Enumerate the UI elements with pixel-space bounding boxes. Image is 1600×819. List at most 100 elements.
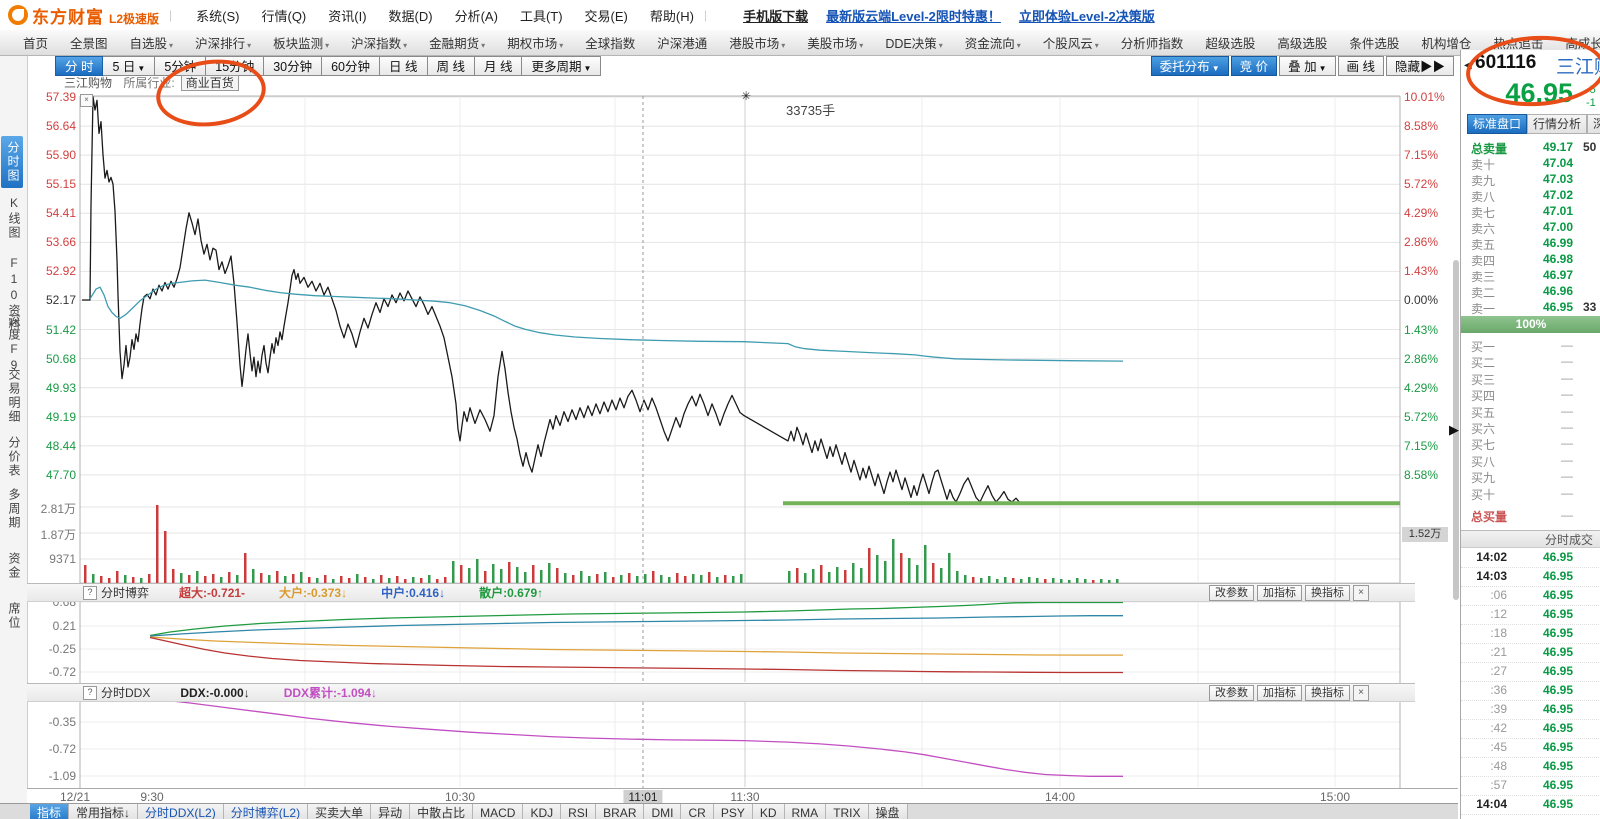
menu-item[interactable]: 系统(S)	[196, 8, 240, 24]
nav-item-资金流向[interactable]: 资金流向 ▾	[964, 37, 1021, 51]
eastmoney-logo: 东方财富 L2极速版	[8, 3, 159, 28]
nav-item-个股风云[interactable]: 个股风云 ▾	[1042, 37, 1099, 51]
panel-collapse-icon[interactable]: ▶	[1449, 422, 1459, 437]
nav-item-高级选股[interactable]: 高级选股	[1277, 37, 1328, 51]
nav-item-沪深港通[interactable]: 沪深港通	[657, 37, 708, 51]
pane-button-换指标[interactable]: 换指标	[1305, 584, 1350, 601]
nav-item-自选股[interactable]: 自选股 ▾	[129, 37, 174, 51]
sidebar-item-分时图[interactable]: 分时图	[1, 136, 23, 188]
tool-button[interactable]: 画 线	[1337, 56, 1384, 76]
period-button[interactable]: 周 线	[427, 56, 475, 76]
indicator-tab-KD[interactable]: KD	[752, 804, 785, 819]
menu-item[interactable]: 数据(D)	[388, 8, 433, 24]
indicator-tab-操盘[interactable]: 操盘	[868, 804, 908, 819]
nav-item-全球指数[interactable]: 全球指数	[585, 37, 636, 51]
menu-item[interactable]: 帮助(H)	[649, 8, 694, 24]
period-button[interactable]: 5分钟	[155, 56, 207, 76]
sidebar-item-K线图[interactable]: K线图	[7, 196, 21, 240]
sidebar-item-F10资料[interactable]: F10资料	[7, 256, 21, 332]
nav-item-沪深指数[interactable]: 沪深指数 ▾	[351, 37, 408, 51]
menu-item[interactable]: 交易(E)	[584, 8, 628, 24]
nav-item-DDE决策[interactable]: DDE决策 ▾	[885, 37, 943, 51]
indicator-tab-指标[interactable]: 指标	[30, 804, 70, 819]
period-button[interactable]: 分 时	[55, 56, 104, 76]
period-button[interactable]: 15分钟	[206, 56, 265, 76]
nav-item-超级选股[interactable]: 超级选股	[1205, 37, 1256, 51]
price-axis-label: 48.44	[45, 438, 76, 453]
tool-button[interactable]: 叠 加 ▼	[1279, 56, 1336, 76]
pane-button-改参数[interactable]: 改参数	[1209, 584, 1254, 601]
indicator-tab-KDJ[interactable]: KDJ	[523, 804, 562, 819]
help-icon[interactable]: ?	[83, 685, 97, 700]
nav-item-高成长性[interactable]: 高成长性	[1565, 37, 1600, 51]
menu-item[interactable]: 工具(T)	[519, 8, 563, 24]
nav-item-沪深排行[interactable]: 沪深排行 ▾	[195, 37, 252, 51]
indicator-tab-CR[interactable]: CR	[681, 804, 714, 819]
indicator-tab-中散占比[interactable]: 中散占比	[410, 804, 474, 819]
menu-item[interactable]: 分析(A)	[454, 8, 498, 24]
indicator-tab-BRAR[interactable]: BRAR	[596, 804, 645, 819]
industry-tag[interactable]: 商业百货	[180, 75, 239, 91]
sidebar-item-深度F9[interactable]: 深度F9	[7, 314, 21, 374]
indicator-tab-RMA[interactable]: RMA	[784, 804, 827, 819]
trade-row: :36 46.95	[1461, 681, 1600, 701]
pane-button-改参数[interactable]: 改参数	[1209, 684, 1254, 701]
period-button[interactable]: 月 线	[474, 56, 523, 76]
indicator-tab-分时博弈(L2)[interactable]: 分时博弈(L2)	[223, 804, 309, 819]
indicator-tab-异动[interactable]: 异动	[371, 804, 411, 819]
sidebar-item-资金[interactable]: 资金	[7, 552, 21, 580]
trades-header[interactable]: 分时成交	[1461, 530, 1600, 548]
quote-tab-标准盘口[interactable]: 标准盘口	[1467, 114, 1528, 134]
nav-item-机构增仓[interactable]: 机构增仓	[1421, 37, 1472, 51]
indicator-tab-买卖大单[interactable]: 买卖大单	[308, 804, 372, 819]
indicator-tab-DMI[interactable]: DMI	[644, 804, 682, 819]
promo-link[interactable]: 手机版下载	[743, 8, 809, 24]
nav-item-美股市场[interactable]: 美股市场 ▾	[807, 37, 864, 51]
period-button[interactable]: 5 日 ▼	[103, 56, 156, 76]
indicator-tab-RSI[interactable]: RSI	[561, 804, 597, 819]
quote-tab-行情分析[interactable]: 行情分析	[1527, 114, 1588, 134]
close-icon[interactable]: ×	[1353, 584, 1369, 601]
nav-item-全景图[interactable]: 全景图	[70, 37, 108, 51]
sidebar-item-交易明细[interactable]: 交易明细	[7, 368, 21, 424]
promo-link[interactable]: 立即体验Level-2决策版	[1018, 8, 1155, 24]
period-button[interactable]: 60分钟	[322, 56, 381, 76]
pane-button-加指标[interactable]: 加指标	[1257, 584, 1302, 601]
tool-button[interactable]: 隐藏▶▶	[1385, 56, 1454, 76]
promo-link[interactable]: 最新版云端Level-2限时特惠！	[826, 8, 1001, 24]
close-icon[interactable]: ×	[1353, 684, 1369, 701]
nav-item-分析师指数[interactable]: 分析师指数	[1120, 37, 1184, 51]
quote-tab-深度行情[interactable]: 深度行情	[1587, 114, 1600, 134]
trade-row: :39 46.95	[1461, 700, 1600, 720]
period-button[interactable]: 更多周期 ▼	[522, 56, 602, 76]
sidebar-item-席位[interactable]: 席位	[7, 602, 21, 630]
indicator-tab-分时DDX(L2)[interactable]: 分时DDX(L2)	[138, 804, 224, 819]
pane-button-换指标[interactable]: 换指标	[1305, 684, 1350, 701]
indicator-tab-MACD[interactable]: MACD	[473, 804, 524, 819]
sidebar-item-多周期[interactable]: 多周期	[7, 488, 21, 530]
nav-item-期权市场[interactable]: 期权市场 ▾	[507, 37, 564, 51]
period-button[interactable]: 30分钟	[264, 56, 323, 76]
tool-button[interactable]: 竞 价	[1230, 56, 1278, 76]
help-icon[interactable]: ?	[83, 585, 97, 600]
period-button[interactable]: 日 线	[380, 56, 428, 76]
order-level-label: 卖二	[1471, 286, 1496, 300]
nav-item-热点追击[interactable]: 热点追击	[1493, 37, 1544, 51]
nav-item-条件选股[interactable]: 条件选股	[1349, 37, 1400, 51]
pane-button-加指标[interactable]: 加指标	[1257, 684, 1302, 701]
sidebar-item-分价表[interactable]: 分价表	[7, 436, 21, 478]
nav-item-金融期货[interactable]: 金融期货 ▾	[429, 37, 486, 51]
ddx-y-label: -1.09	[48, 769, 76, 783]
indicator-tab-TRIX[interactable]: TRIX	[826, 804, 869, 819]
nav-item-首页[interactable]: 首页	[23, 37, 49, 51]
nav-item-港股市场[interactable]: 港股市场 ▾	[729, 37, 786, 51]
chevron-down-icon: ▼	[583, 64, 592, 73]
panel-scrollbar[interactable]	[1453, 260, 1459, 600]
menu-item[interactable]: 行情(Q)	[261, 8, 307, 24]
tool-button[interactable]: 委托分布 ▼	[1150, 56, 1229, 76]
nav-item-板块监测[interactable]: 板块监测 ▾	[273, 37, 330, 51]
back-arrow-icon[interactable]: ◀	[1464, 60, 1472, 71]
indicator-tab-常用指标↓[interactable]: 常用指标↓	[69, 804, 139, 819]
indicator-tab-PSY[interactable]: PSY	[713, 804, 753, 819]
menu-item[interactable]: 资讯(I)	[328, 8, 367, 24]
